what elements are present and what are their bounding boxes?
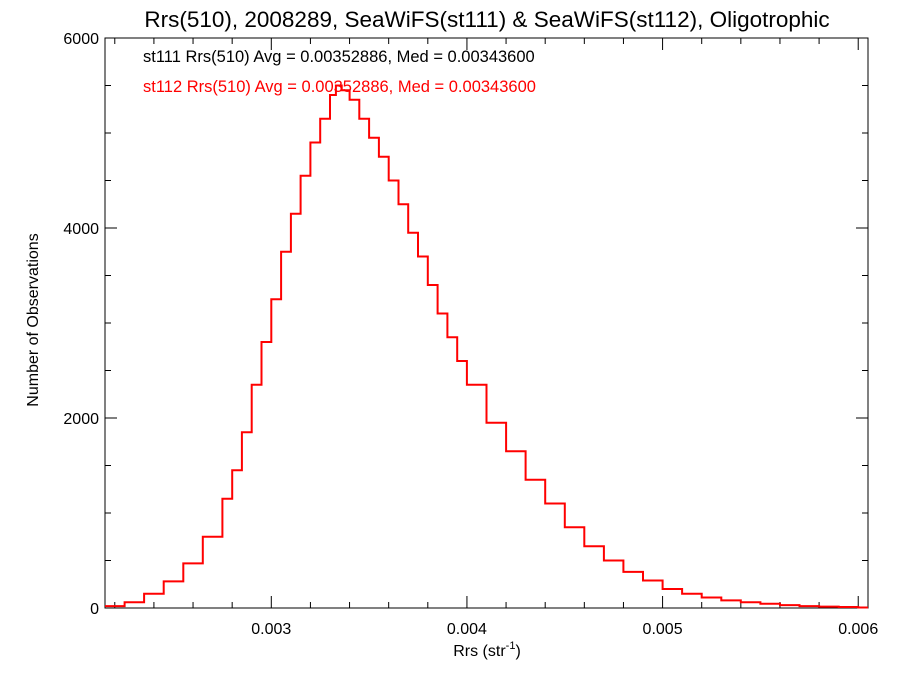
plot-frame <box>104 37 869 609</box>
x-tick-label: 0.004 <box>447 621 487 638</box>
x-axis-label-close: ) <box>515 643 520 660</box>
y-tick-label: 4000 <box>63 221 99 238</box>
axis-tick-labels: 0.003 0.004 0.005 0.006 0 2000 4000 6000 <box>63 31 878 638</box>
annotation-st112: st112 Rrs(510) Avg = 0.00352886, Med = 0… <box>143 78 536 96</box>
x-axis-label-main: Rrs (str <box>453 643 506 660</box>
chart-title: Rrs(510), 2008289, SeaWiFS(st111) & SeaW… <box>144 7 829 32</box>
x-axis-label: Rrs (str-1) <box>453 640 521 660</box>
x-tick-label: 0.006 <box>838 621 878 638</box>
y-axis-label: Number of Observations <box>25 233 42 406</box>
annotation-st111: st111 Rrs(510) Avg = 0.00352886, Med = 0… <box>143 48 535 66</box>
x-axis-label-superscript: -1 <box>506 640 516 652</box>
histogram-series-line <box>105 84 868 609</box>
x-tick-label: 0.005 <box>643 621 683 638</box>
y-tick-label: 6000 <box>63 31 99 48</box>
y-tick-label: 0 <box>90 601 99 618</box>
x-tick-label: 0.003 <box>251 621 291 638</box>
axis-ticks <box>105 37 868 609</box>
y-tick-label: 2000 <box>63 411 99 428</box>
